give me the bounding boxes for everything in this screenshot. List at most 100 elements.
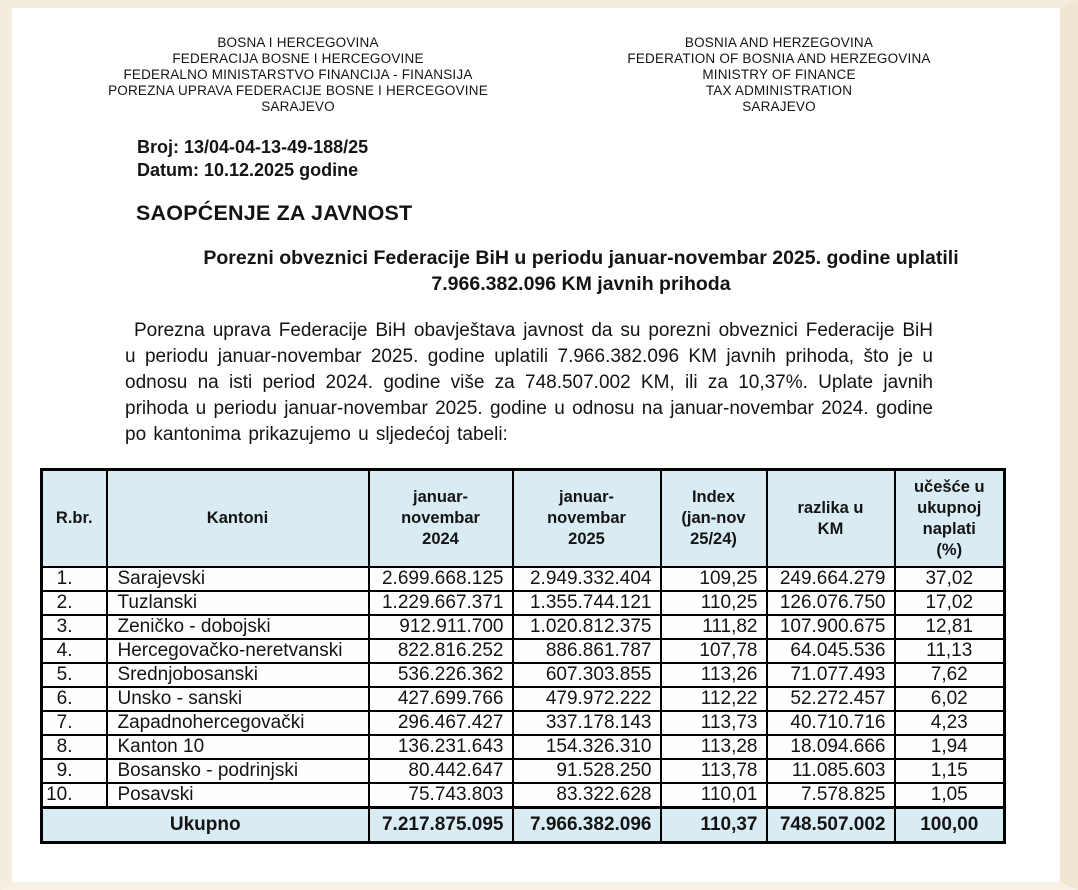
cell-jan-nov-2024: 822.816.252 — [367, 638, 514, 664]
table-row: 1. Sarajevski 2.699.668.125 2.949.332.404 10… — [40, 566, 1006, 592]
cell-jan-nov-2025: 1.020.812.375 — [511, 614, 662, 640]
cell-razlika-km: 11.085.603 — [765, 758, 896, 784]
document-title: Porezni obveznici Federacije BiH u perio… — [203, 247, 959, 295]
cell-index: 111,82 — [659, 614, 768, 640]
document-number: Broj: 13/04-04-13-49-188/25 — [137, 137, 369, 157]
cell-kanton: Srednjobosanski — [105, 662, 370, 688]
letterhead-line: BOSNA I HERCEGOVINA — [217, 35, 379, 50]
cell-rbr: 10. — [40, 782, 108, 809]
cell-razlika-km: 40.710.716 — [765, 710, 896, 736]
document-date: Datum: 10.12.2025 godine — [137, 160, 359, 180]
table-row: 9. Bosansko - podrinjski 80.442.647 91.528.… — [40, 758, 1006, 784]
cell-jan-nov-2024: 1.229.667.371 — [367, 590, 514, 616]
cell-razlika-km: 18.094.666 — [765, 734, 896, 760]
cell-jan-nov-2024: 912.911.700 — [367, 614, 514, 640]
col-header-jan-nov-2024: januar- novembar 2024 — [367, 468, 514, 568]
cell-rbr: 5. — [40, 662, 108, 688]
cell-jan-nov-2025: 2.949.332.404 — [511, 566, 662, 592]
cell-index: 110,25 — [659, 590, 768, 616]
cell-razlika-km: 52.272.457 — [765, 686, 896, 712]
cell-kanton: Zapadnohercegovački — [105, 710, 370, 736]
cell-index: 113,73 — [659, 710, 768, 736]
cell-jan-nov-2025: 1.355.744.121 — [511, 590, 662, 616]
cell-kanton: Hercegovačko-neretvanski — [105, 638, 370, 664]
cell-jan-nov-2025: 83.322.628 — [511, 782, 662, 809]
cell-index: 109,25 — [659, 566, 768, 592]
total-index: 110,37 — [659, 806, 768, 844]
letterhead-line: FEDERATION OF BOSNIA AND HERZEGOVINA — [627, 51, 931, 66]
total-2025: 7.966.382.096 — [511, 806, 662, 844]
cell-index: 113,28 — [659, 734, 768, 760]
cell-kanton: Tuzlanski — [105, 590, 370, 616]
total-2024: 7.217.875.095 — [367, 806, 514, 844]
letterhead-line: FEDERACIJA BOSNE I HERCEGOVINE — [172, 51, 424, 66]
cell-ucesce: 1,05 — [893, 782, 1006, 809]
cell-rbr: 1. — [40, 566, 108, 592]
table-row: 6. Unsko - sanski 427.699.766 479.972.222 11… — [40, 686, 1006, 712]
cell-ucesce: 11,13 — [893, 638, 1006, 664]
revenue-table-body: 1. Sarajevski 2.699.668.125 2.949.332.404 10… — [40, 566, 1006, 809]
table-row: 3. Zeničko - dobojski 912.911.700 1.020.812… — [40, 614, 1006, 640]
cell-rbr: 7. — [40, 710, 108, 736]
cell-kanton: Kanton 10 — [105, 734, 370, 760]
cell-jan-nov-2024: 536.226.362 — [367, 662, 514, 688]
cell-jan-nov-2025: 337.178.143 — [511, 710, 662, 736]
cell-razlika-km: 126.076.750 — [765, 590, 896, 616]
letterhead-line: SARAJEVO — [742, 99, 816, 114]
letterhead-line: TAX ADMINISTRATION — [705, 83, 853, 98]
total-label: Ukupno — [40, 806, 370, 844]
letterhead: BOSNA I HERCEGOVINA FEDERACIJA BOSNE I H… — [12, 35, 1060, 115]
table-row: 8. Kanton 10 136.231.643 154.326.310 113,28 1… — [40, 734, 1006, 760]
letterhead-line: SARAJEVO — [261, 99, 335, 114]
letterhead-bosnian: BOSNA I HERCEGOVINA FEDERACIJA BOSNE I H… — [88, 35, 508, 115]
revenue-table: R.br. Kantoni januar- novembar 2024 janu… — [40, 468, 1006, 844]
revenue-table-foot: Ukupno 7.217.875.095 7.966.382.096 110,3… — [40, 806, 1006, 844]
section-heading: SAOPĆENJE ZA JAVNOST — [136, 201, 413, 225]
table-row: 7. Zapadnohercegovački 296.467.427 337.178.… — [40, 710, 1006, 736]
cell-index: 107,78 — [659, 638, 768, 664]
table-header-row: R.br. Kantoni januar- novembar 2024 janu… — [40, 468, 1006, 568]
cell-kanton: Sarajevski — [105, 566, 370, 592]
cell-ucesce: 6,02 — [893, 686, 1006, 712]
cell-ucesce: 12,81 — [893, 614, 1006, 640]
cell-kanton: Posavski — [105, 782, 370, 809]
cell-index: 110,01 — [659, 782, 768, 809]
cell-rbr: 2. — [40, 590, 108, 616]
table-row: 10. Posavski 75.743.803 83.322.628 110,01 7.5… — [40, 782, 1006, 809]
cell-rbr: 6. — [40, 686, 108, 712]
cell-rbr: 8. — [40, 734, 108, 760]
total-ucesce: 100,00 — [893, 806, 1006, 844]
cell-jan-nov-2025: 479.972.222 — [511, 686, 662, 712]
body-paragraph: Porezna uprava Federacije BiH obavještav… — [125, 320, 933, 445]
cell-ucesce: 7,62 — [893, 662, 1006, 688]
document-meta: Broj: 13/04-04-13-49-188/25 Datum: 10.12… — [137, 136, 1060, 182]
col-header-index: Index (jan-nov 25/24) — [659, 468, 768, 568]
letterhead-line: POREZNA UPRAVA FEDERACIJE BOSNE I HERCEG… — [108, 83, 488, 98]
cell-jan-nov-2024: 427.699.766 — [367, 686, 514, 712]
cell-kanton: Zeničko - dobojski — [105, 614, 370, 640]
cell-ucesce: 4,23 — [893, 710, 1006, 736]
cell-index: 113,78 — [659, 758, 768, 784]
cell-rbr: 4. — [40, 638, 108, 664]
cell-ucesce: 1,15 — [893, 758, 1006, 784]
cell-jan-nov-2024: 80.442.647 — [367, 758, 514, 784]
revenue-table-head: R.br. Kantoni januar- novembar 2024 janu… — [40, 468, 1006, 568]
cell-jan-nov-2024: 296.467.427 — [367, 710, 514, 736]
total-razlika: 748.507.002 — [765, 806, 896, 844]
cell-jan-nov-2025: 154.326.310 — [511, 734, 662, 760]
letterhead-line: BOSNIA AND HERZEGOVINA — [684, 35, 874, 50]
col-header-razlika: razlika u KM — [765, 468, 896, 568]
cell-ucesce: 17,02 — [893, 590, 1006, 616]
col-header-ucesce: učešće u ukupnoj naplati (%) — [893, 468, 1006, 568]
cell-rbr: 3. — [40, 614, 108, 640]
letterhead-english: BOSNIA AND HERZEGOVINA FEDERATION OF BOS… — [594, 35, 964, 115]
cell-jan-nov-2024: 75.743.803 — [367, 782, 514, 809]
cell-razlika-km: 64.045.536 — [765, 638, 896, 664]
cell-razlika-km: 107.900.675 — [765, 614, 896, 640]
cell-index: 112,22 — [659, 686, 768, 712]
table-row: 4. Hercegovačko-neretvanski 822.816.252 886… — [40, 638, 1006, 664]
letterhead-line: FEDERALNO MINISTARSTVO FINANCIJA - FINAN… — [123, 67, 473, 82]
table-row: 2. Tuzlanski 1.229.667.371 1.355.744.121 110… — [40, 590, 1006, 616]
cell-jan-nov-2025: 886.861.787 — [511, 638, 662, 664]
